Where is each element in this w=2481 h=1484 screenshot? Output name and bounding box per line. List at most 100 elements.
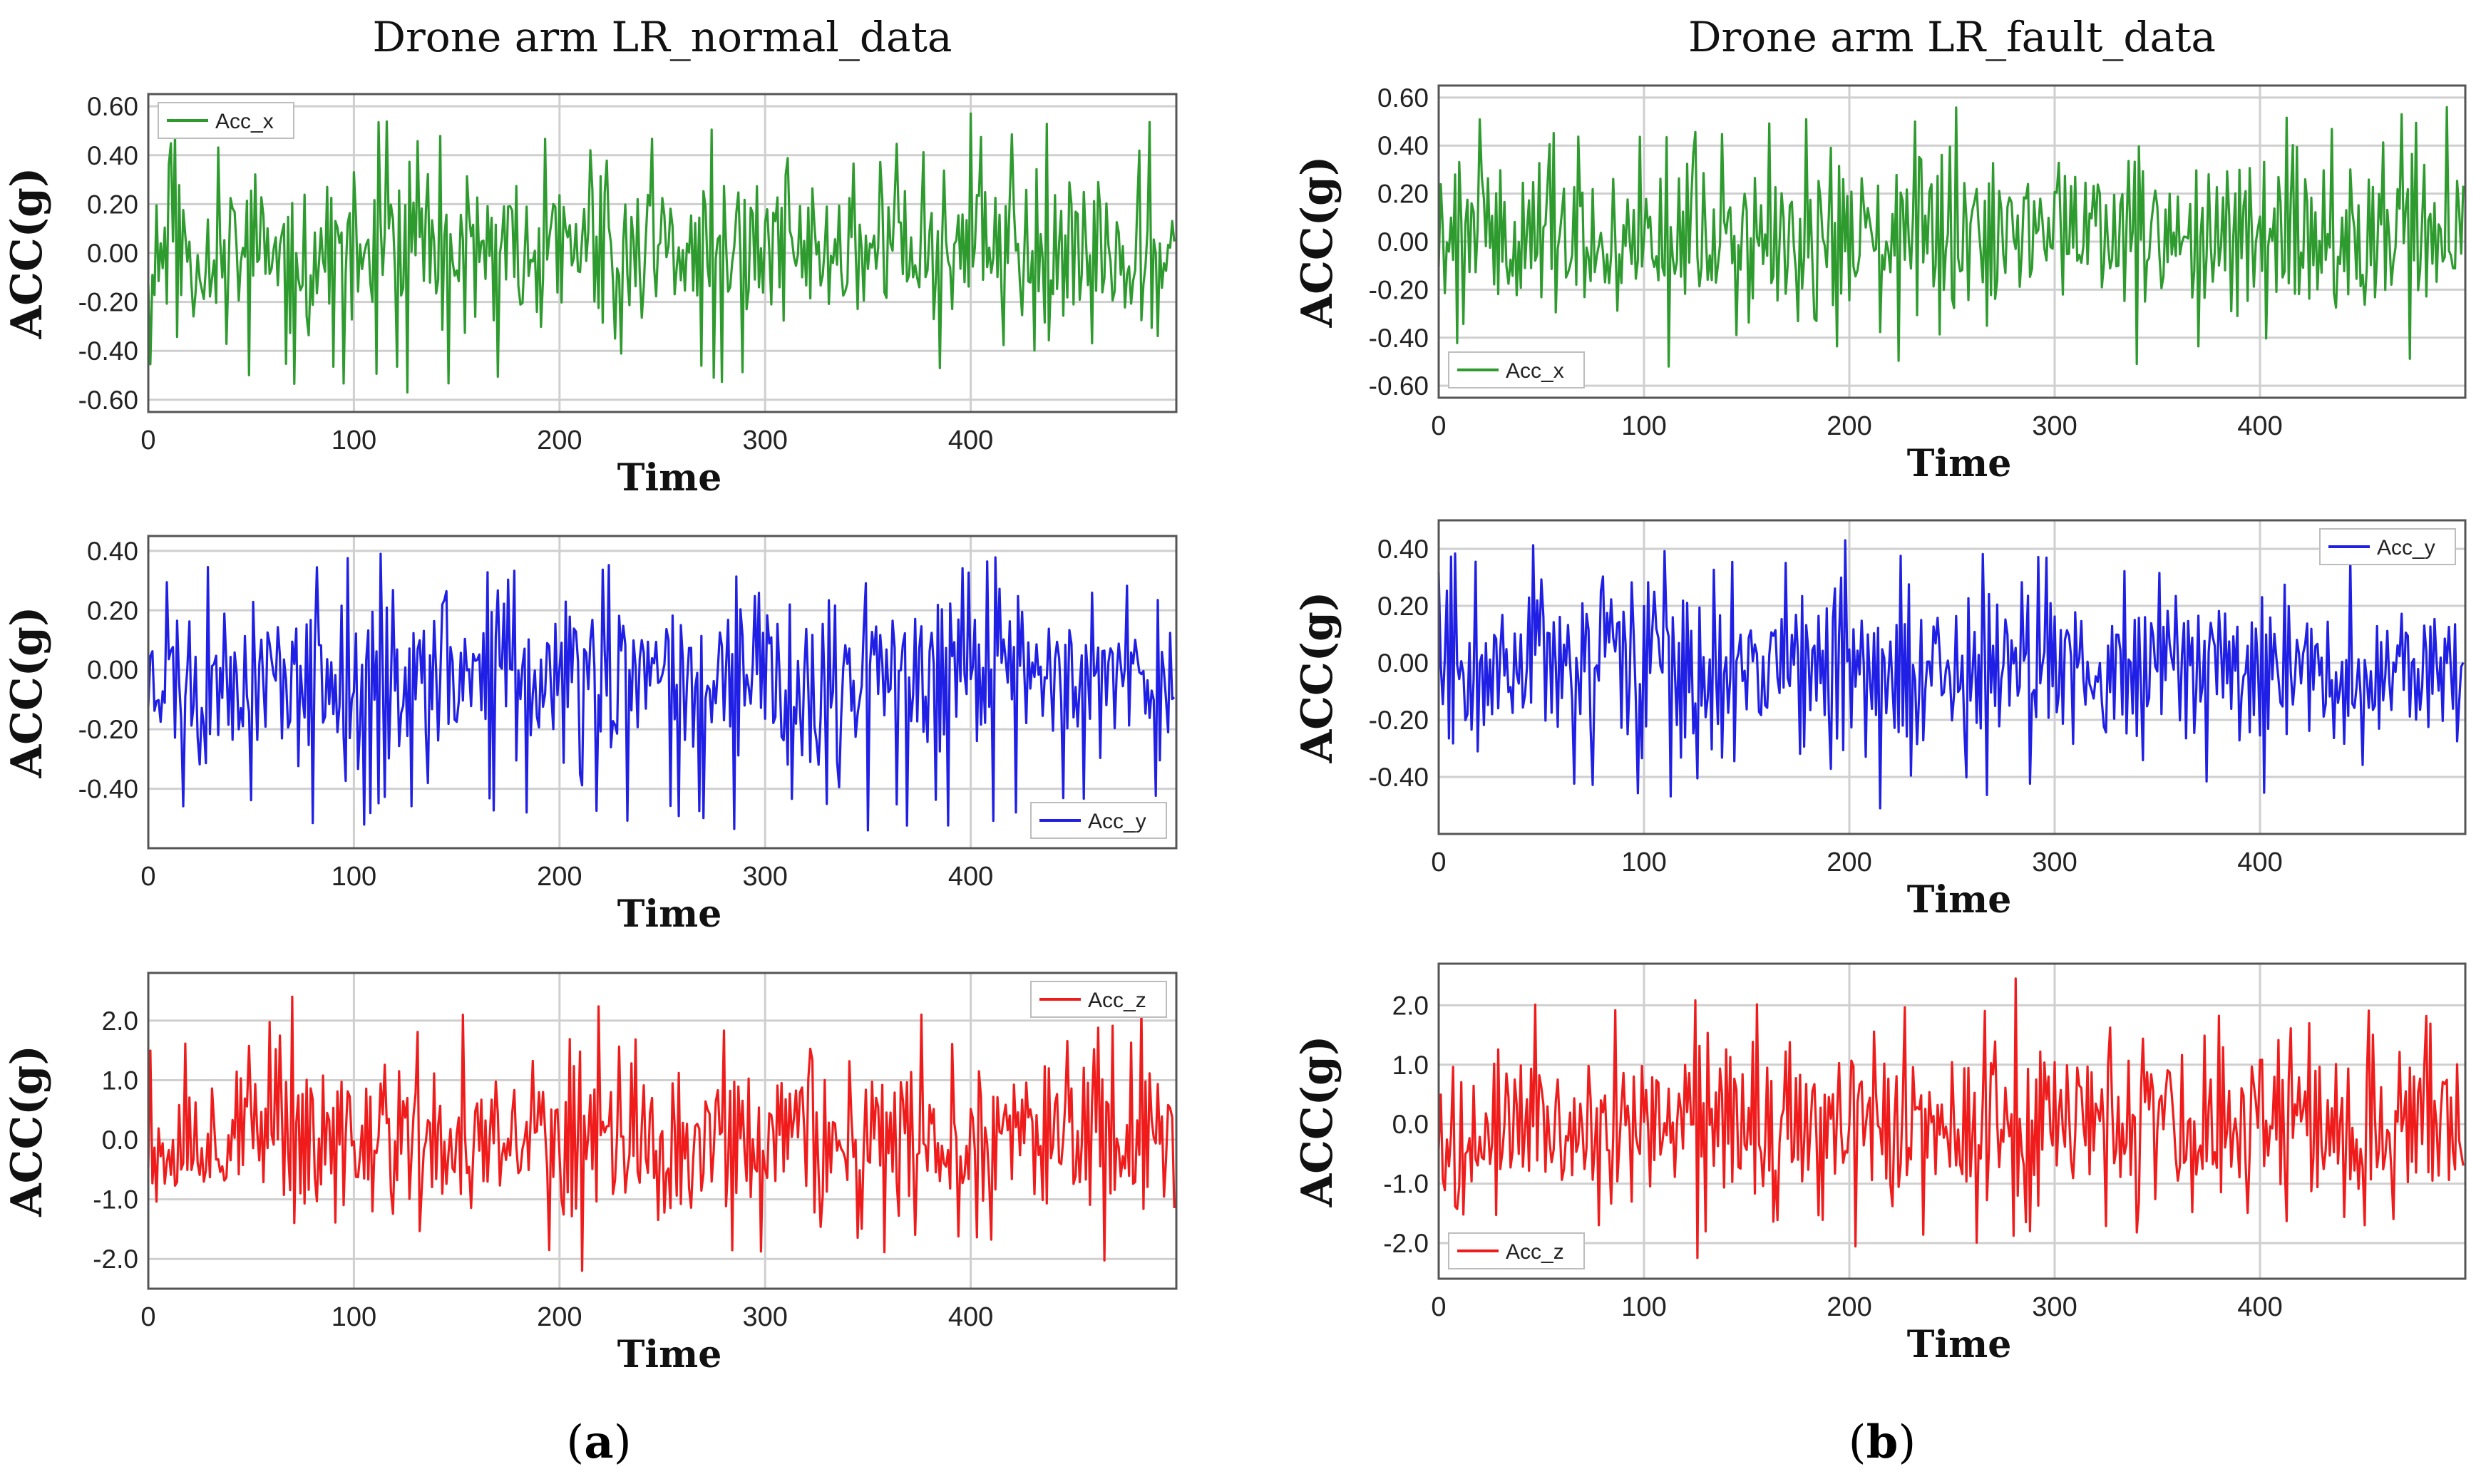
y-tick-label: 0.0 xyxy=(1392,1110,1429,1139)
y-tick-label: -0.40 xyxy=(1369,763,1429,792)
y-axis-label: ACC(g) xyxy=(2,1045,52,1217)
y-tick-label: -1.0 xyxy=(1383,1170,1429,1199)
chart-b-acc-z: 0 100 200 300 400 2.0 1.0 0.0 -1.0 -2.0 Time ACC(g)… xyxy=(1293,962,2467,1366)
series-line xyxy=(147,112,1176,394)
x-tick-label: 100 xyxy=(1621,1292,1666,1322)
chart-b-acc-x: Drone arm LR_fault_data 0 100 200 300 400 0.60… xyxy=(1293,13,2467,485)
y-tick-label: 1.0 xyxy=(102,1066,138,1095)
y-tick-label: -0.60 xyxy=(1369,371,1429,401)
y-tick-label: 0.40 xyxy=(1377,535,1429,564)
x-tick-label: 300 xyxy=(742,426,787,455)
x-tick-label: 200 xyxy=(537,862,582,892)
legend-label: Acc_x xyxy=(1506,359,1564,383)
legend: Acc_x xyxy=(1448,351,1585,388)
plot-frame xyxy=(1437,962,2467,1280)
series-line xyxy=(147,552,1176,832)
y-tick-label: 2.0 xyxy=(102,1006,138,1036)
charts-group: Drone arm LR_normal_data 0 100 200 300 400 0.6… xyxy=(2,13,2467,1376)
y-tick-label: 0.20 xyxy=(1377,180,1429,209)
x-tick-label: 200 xyxy=(1827,1292,1871,1322)
x-tick-label: 300 xyxy=(742,862,787,892)
x-axis-label: Time xyxy=(617,456,722,500)
x-tick-label: 300 xyxy=(2032,847,2077,877)
panel-label-a: (a) xyxy=(566,1416,631,1469)
plot-area xyxy=(148,536,1176,848)
plot-frame xyxy=(147,93,1178,413)
y-tick-label: 2.0 xyxy=(1392,991,1429,1020)
x-tick-label: 300 xyxy=(2032,411,2077,441)
series-line xyxy=(147,995,1176,1272)
y-tick-label: 0.00 xyxy=(1377,649,1429,678)
y-tick-label: -1.0 xyxy=(93,1185,138,1215)
series-line xyxy=(1437,105,2465,368)
x-tick-label: 400 xyxy=(948,1302,993,1332)
x-tick-label: 400 xyxy=(2237,847,2282,877)
y-axis-label: ACC(g) xyxy=(1293,1036,1342,1208)
x-tick-label: 300 xyxy=(2032,1292,2077,1322)
chart-a-acc-z: 0 100 200 300 400 2.0 1.0 0.0 -1.0 -2.0 Time ACC(g)… xyxy=(2,972,1178,1376)
chart-b-acc-y: 0 100 200 300 400 0.40 0.20 0.00 -0.20 -0.40 Time A… xyxy=(1293,519,2467,922)
x-tick-label: 0 xyxy=(140,1302,155,1332)
x-tick-label: 200 xyxy=(537,1302,582,1332)
x-axis-label: Time xyxy=(1907,442,2012,485)
x-tick-label: 400 xyxy=(2237,411,2282,441)
x-axis-label: Time xyxy=(617,1333,722,1376)
x-tick-label: 0 xyxy=(1431,1292,1446,1322)
x-tick-label: 200 xyxy=(1827,411,1871,441)
x-tick-label: 200 xyxy=(537,426,582,455)
chart-a-acc-y: 0 100 200 300 400 0.40 0.20 0.00 -0.20 -0.40 Time A… xyxy=(2,535,1178,936)
y-tick-label: 0.0 xyxy=(102,1125,138,1155)
y-tick-label: -0.40 xyxy=(78,336,138,366)
plot-frame xyxy=(1437,519,2467,835)
x-tick-label: 100 xyxy=(1621,411,1666,441)
legend: Acc_z xyxy=(1448,1232,1585,1269)
x-tick-label: 300 xyxy=(742,1302,787,1332)
x-tick-label: 200 xyxy=(1827,847,1871,877)
plot-frame xyxy=(147,972,1178,1290)
y-tick-label: 0.20 xyxy=(87,190,138,219)
x-tick-label: 400 xyxy=(2237,1292,2282,1322)
x-tick-label: 0 xyxy=(1431,847,1446,877)
y-tick-label: 1.0 xyxy=(1392,1051,1429,1080)
x-axis-label: Time xyxy=(1907,878,2012,922)
y-tick-label: -0.40 xyxy=(1369,324,1429,353)
x-tick-label: 400 xyxy=(948,862,993,892)
legend-label: Acc_z xyxy=(1506,1240,1564,1264)
y-tick-label: -0.60 xyxy=(78,386,138,415)
panel-label-b: (b) xyxy=(1849,1416,1916,1469)
legend-label: Acc_y xyxy=(1088,810,1146,833)
y-tick-label: -0.20 xyxy=(78,288,138,317)
y-tick-label: -0.20 xyxy=(1369,275,1429,304)
legend-label: Acc_y xyxy=(2377,536,2435,560)
y-tick-label: 0.00 xyxy=(1377,227,1429,257)
x-tick-label: 100 xyxy=(332,1302,376,1332)
plot-frame xyxy=(1437,84,2467,399)
y-tick-label: 0.20 xyxy=(1377,592,1429,621)
y-axis-label: ACC(g) xyxy=(2,168,52,340)
y-tick-label: -0.40 xyxy=(78,775,138,804)
x-tick-label: 100 xyxy=(332,426,376,455)
y-tick-label: -0.20 xyxy=(1369,706,1429,735)
y-axis-label: ACC(g) xyxy=(1293,156,1342,329)
chart-title: Drone arm LR_normal_data xyxy=(373,13,952,61)
y-tick-label: -2.0 xyxy=(93,1245,138,1274)
y-tick-label: 0.00 xyxy=(87,656,138,685)
y-tick-label: 0.00 xyxy=(87,239,138,268)
y-tick-label: 0.40 xyxy=(87,141,138,170)
panel-label-b-letter: b xyxy=(1866,1416,1899,1469)
y-tick-label: 0.40 xyxy=(87,537,138,566)
y-tick-label: 0.60 xyxy=(1377,83,1429,113)
chart-a-acc-x: Drone arm LR_normal_data 0 100 200 300 400 0.6… xyxy=(2,13,1178,500)
legend-label: Acc_x xyxy=(215,110,274,133)
series-line xyxy=(1437,539,2465,810)
plot-frame xyxy=(147,535,1178,850)
x-tick-label: 400 xyxy=(948,426,993,455)
y-tick-label: 0.60 xyxy=(87,92,138,121)
y-tick-label: 0.20 xyxy=(87,596,138,625)
y-tick-label: 0.40 xyxy=(1377,131,1429,160)
legend: Acc_x xyxy=(158,102,294,139)
legend: Acc_y xyxy=(2319,528,2456,565)
x-axis-label: Time xyxy=(617,892,722,936)
panel-label-a-letter: a xyxy=(584,1416,613,1469)
y-tick-label: -2.0 xyxy=(1383,1229,1429,1258)
